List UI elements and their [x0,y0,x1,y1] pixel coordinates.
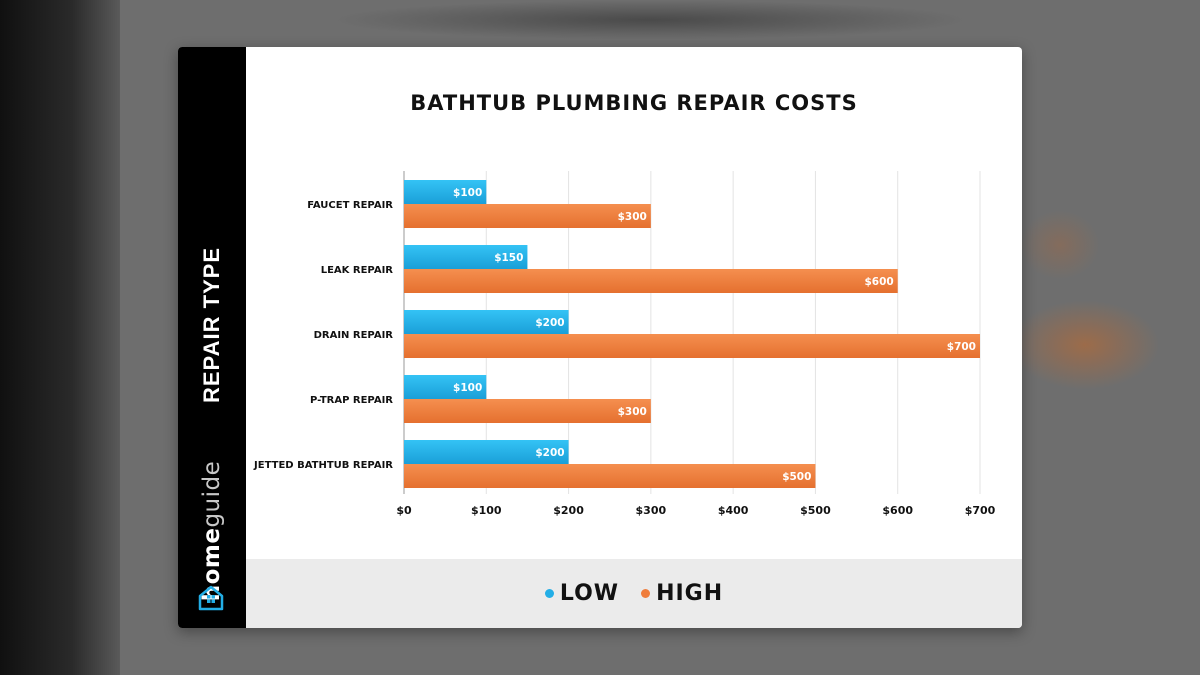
legend: LOW HIGH [246,559,1022,628]
data-label-low: $200 [535,447,564,459]
bar-low [404,310,569,334]
data-label-high: $600 [864,276,893,288]
bar-high [404,204,651,228]
bar-low [404,245,528,269]
x-tick-label: $0 [396,504,412,517]
bar-high [404,399,651,423]
chart-card: REPAIR TYPE homeguide BATHTUB PLUMBING R… [178,47,1022,628]
legend-label-high: HIGH [656,581,724,606]
data-label-low: $200 [535,317,564,329]
x-tick-label: $400 [718,504,749,517]
bar-high [404,269,898,293]
data-label-high: $300 [618,211,647,223]
x-tick-label: $600 [882,504,913,517]
background-blur [1010,300,1160,390]
side-panel: REPAIR TYPE homeguide [178,47,246,628]
data-label-low: $150 [494,252,523,264]
bar-high [404,334,980,358]
data-label-low: $100 [453,187,482,199]
legend-item-low: LOW [544,581,620,606]
x-tick-label: $700 [965,504,996,517]
data-label-high: $300 [618,406,647,418]
x-tick-label: $100 [471,504,502,517]
legend-swatch-high [641,589,651,598]
data-label-high: $700 [947,341,976,353]
x-tick-label: $300 [636,504,667,517]
bar-low [404,375,487,399]
data-label-high: $500 [782,471,811,483]
legend-label-low: LOW [559,581,620,606]
bar-chart: $0 $100 $200 $300 $400 $500 $600 $700 FAUCET REP… [253,171,996,517]
data-label-low: $100 [453,382,482,394]
legend-item-high: HIGH [641,581,723,606]
category-label: FAUCET REPAIR [307,200,393,211]
legend-swatch-low [544,589,554,598]
x-tick-label: $500 [800,504,831,517]
bar-high [404,464,816,488]
background-top [330,0,970,40]
background-left [0,0,120,675]
category-label: JETTED BATHTUB REPAIR [253,460,393,471]
category-label: DRAIN REPAIR [314,330,394,341]
bar-low [404,440,569,464]
x-tick-label: $200 [553,504,584,517]
category-label: P-TRAP REPAIR [310,395,393,406]
house-icon [198,585,224,611]
category-label: LEAK REPAIR [321,265,394,276]
bar-low [404,180,487,204]
chart-title: BATHTUB PLUMBING REPAIR COSTS [410,91,858,115]
background-blur [1020,210,1100,280]
